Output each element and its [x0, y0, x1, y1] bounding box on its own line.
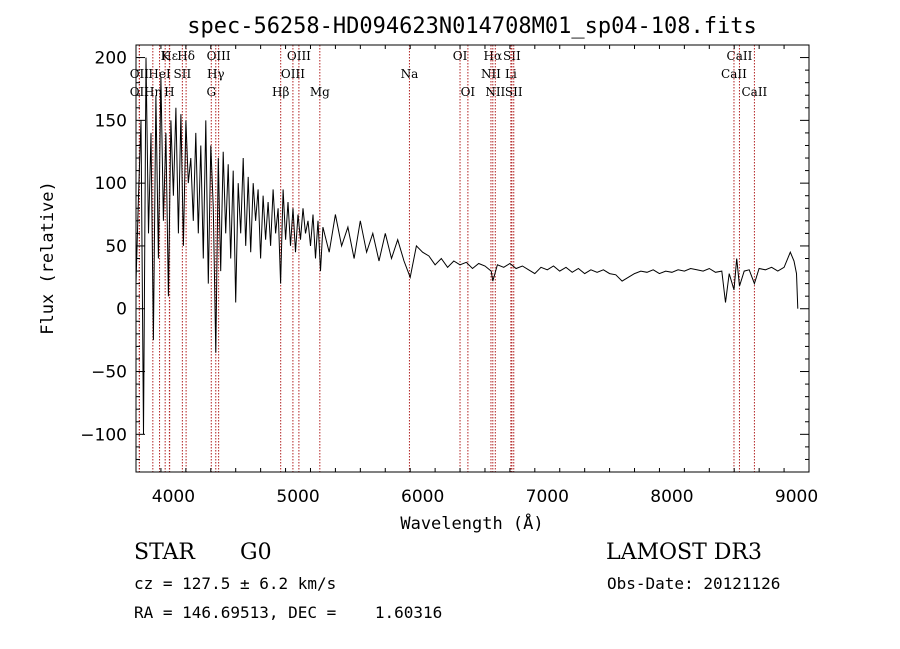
line-marker-label: NII	[485, 85, 505, 99]
line-marker-label: HeI	[148, 67, 171, 81]
line-marker-label: CaII	[721, 67, 747, 81]
y-tick-label: 0	[116, 300, 127, 320]
line-marker-label: Na	[401, 67, 419, 81]
line-marker-label: Hδ	[177, 49, 195, 63]
line-marker-label: OII	[130, 67, 150, 81]
line-marker-label: SII	[505, 85, 523, 99]
line-marker-label: Mg	[310, 85, 330, 99]
line-marker-label: CaII	[727, 49, 753, 63]
subclass-label: G0	[240, 540, 272, 565]
line-marker-label: OIII	[281, 67, 305, 81]
y-tick-label: 100	[95, 174, 127, 194]
y-tick-label: −100	[80, 425, 127, 445]
x-axis-label: Wavelength (Å)	[400, 512, 543, 534]
x-tick-label: 7000	[526, 487, 569, 507]
x-tick-label: 4000	[152, 487, 195, 507]
line-marker-label: G	[206, 85, 216, 99]
line-marker-label: K	[161, 49, 171, 63]
line-marker-label: SII	[503, 49, 521, 63]
obs-date: Obs-Date: 20121126	[607, 574, 781, 593]
y-axis: −100 −50 0 50 100 150 200	[80, 44, 809, 473]
y-tick-label: 200	[95, 49, 127, 69]
line-marker-label: CaII	[741, 85, 767, 99]
y-tick-label: −50	[91, 363, 127, 383]
line-marker-label: Hα	[484, 49, 503, 63]
line-marker-label: OIII	[207, 49, 231, 63]
y-axis-label: Flux (relative)	[38, 181, 58, 335]
x-axis: 4000 5000 6000 7000 8000 9000	[135, 45, 818, 507]
line-marker-label: OIII	[287, 49, 311, 63]
line-marker-label: H	[164, 85, 174, 99]
ra-dec: RA = 146.69513, DEC = 1.60316	[134, 603, 443, 622]
line-marker-label: OI	[461, 85, 476, 99]
survey-label: LAMOST DR3	[606, 540, 762, 565]
line-marker-label: Li	[505, 67, 517, 81]
line-marker-label: OI	[453, 49, 468, 63]
y-tick-label: 150	[95, 111, 127, 131]
line-marker-label: NII	[481, 67, 501, 81]
line-marker-label: Hβ	[272, 85, 289, 99]
x-tick-label: 5000	[276, 487, 319, 507]
class-label: STAR	[134, 540, 195, 565]
flux-series-line	[135, 57, 799, 435]
x-tick-label: 6000	[401, 487, 444, 507]
x-tick-label: 8000	[650, 487, 693, 507]
line-marker-label: OII	[130, 85, 150, 99]
y-tick-label: 50	[105, 237, 127, 257]
line-marker-label: SII	[174, 67, 192, 81]
redshift-cz: cz = 127.5 ± 6.2 km/s	[134, 574, 337, 593]
x-tick-label: 9000	[775, 487, 818, 507]
line-marker-label: Hγ	[207, 67, 225, 81]
line-marker-label: Hη	[144, 85, 162, 99]
chart-title: spec-56258-HD094623N014708M01_sp04-108.f…	[187, 14, 757, 39]
